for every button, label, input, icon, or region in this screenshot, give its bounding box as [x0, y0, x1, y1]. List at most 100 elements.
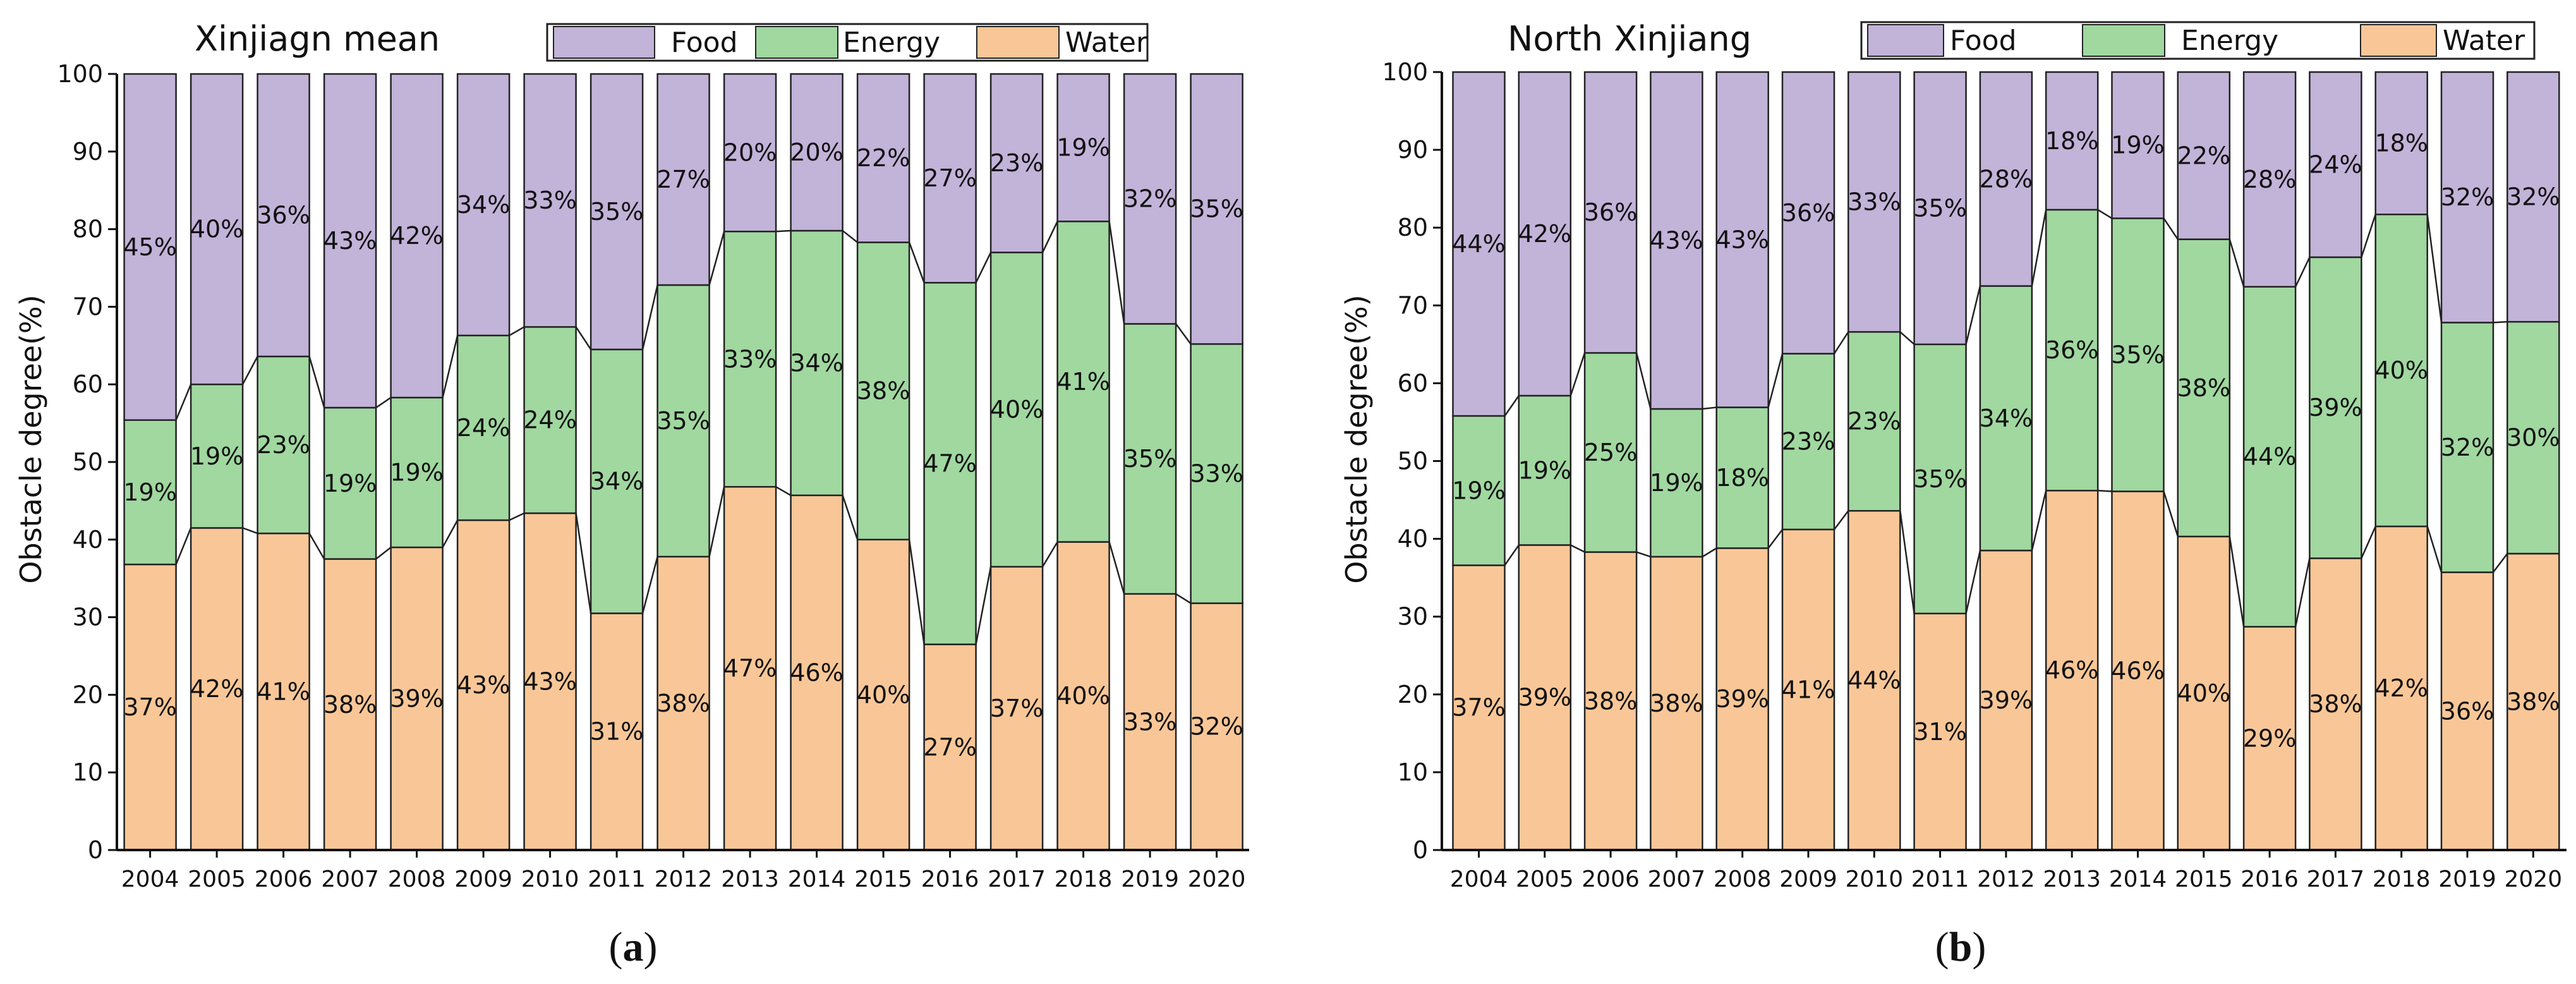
- label-food-2019: 32%: [2441, 183, 2494, 211]
- bar-energy-2013: [723, 231, 777, 488]
- bar-food-2006: [1583, 71, 1638, 354]
- bar-food-2008: [390, 73, 444, 399]
- label-energy-2019: 32%: [2441, 434, 2494, 461]
- x-tick-label-2011: 2011: [588, 866, 646, 892]
- connector-water-2009: [1834, 510, 1849, 530]
- bars-group: [123, 73, 1243, 851]
- label-energy-2006: 23%: [257, 431, 310, 459]
- connector-energy-2006: [1635, 353, 1652, 410]
- connector-water-2017: [2361, 526, 2376, 559]
- axes: [108, 73, 1249, 858]
- label-food-2009: 34%: [457, 191, 510, 219]
- legend-label-water: Water: [1065, 27, 1148, 59]
- bar-food-2020: [2506, 71, 2560, 323]
- bar-energy-2011: [590, 348, 644, 614]
- chart-panel-b: 37% 19% 44% 39% 19% 42% 38% 25% 36% 38% 19% 43% 39% 1…: [1339, 19, 2567, 970]
- label-energy-2013: 36%: [2045, 336, 2098, 364]
- label-water-2015: 40%: [2177, 679, 2230, 707]
- legend: Food Energy Water: [1860, 21, 2536, 60]
- bar-food-2017: [989, 73, 1044, 253]
- bar-food-2019: [1123, 73, 1177, 325]
- label-water-2013: 46%: [2045, 657, 2098, 684]
- connector-energy-2006: [308, 356, 325, 408]
- label-water-2018: 42%: [2374, 674, 2428, 702]
- y-tick-label-0: 0: [1413, 836, 1428, 864]
- label-water-2009: 43%: [457, 671, 510, 699]
- label-food-2014: 19%: [2111, 131, 2164, 159]
- label-water-2010: 43%: [523, 668, 576, 696]
- label-energy-2016: 44%: [2243, 443, 2296, 471]
- label-energy-2004: 19%: [1452, 477, 1505, 504]
- bar-food-2020: [1190, 73, 1243, 345]
- bar-food-2019: [2440, 71, 2494, 324]
- label-water-2015: 40%: [857, 681, 910, 708]
- label-energy-2010: 23%: [1847, 408, 1901, 435]
- label-food-2011: 35%: [1913, 194, 1966, 222]
- connector-energy-2009: [1833, 331, 1849, 355]
- connector-energy-2014: [842, 230, 858, 243]
- bar-food-2017: [2309, 71, 2362, 258]
- y-tick-labels: 0 10 20 30 40 50 60 70 80 90 100: [57, 60, 103, 864]
- y-tick-label-100: 100: [57, 60, 103, 88]
- connector-water-2012: [2031, 490, 2047, 551]
- legend-label-energy: Energy: [843, 27, 940, 59]
- legend: Food Energy Water: [546, 23, 1149, 62]
- label-water-2014: 46%: [2111, 657, 2164, 684]
- bars-group: [1452, 71, 2560, 851]
- bar-energy-2010: [1847, 331, 1901, 512]
- label-water-2009: 41%: [1782, 676, 1835, 703]
- segment-labels: 37% 19% 45% 42% 19% 40% 41% 23% 36% 38% 19% 43% 39% 1…: [123, 134, 1243, 762]
- connector-energy-2015: [2228, 239, 2245, 288]
- label-food-2005: 40%: [190, 216, 243, 243]
- connector-water-2011: [641, 556, 658, 614]
- label-food-2007: 43%: [1650, 227, 1703, 255]
- bar-energy-2019: [2440, 322, 2494, 573]
- connector-water-2006: [1636, 551, 1651, 558]
- bar-energy-2008: [1715, 406, 1769, 549]
- bar-energy-2020: [2506, 320, 2560, 555]
- label-food-2012: 28%: [1980, 165, 2033, 193]
- connector-energy-2007: [375, 397, 392, 409]
- label-food-2010: 33%: [523, 186, 576, 214]
- label-energy-2018: 40%: [2374, 356, 2428, 384]
- legend-label-water: Water: [2443, 25, 2525, 57]
- x-tick-label-2017: 2017: [2307, 866, 2365, 892]
- connector-energy-2017: [2361, 214, 2376, 258]
- bar-energy-2004: [123, 419, 177, 566]
- bar-energy-2017: [2309, 256, 2362, 559]
- bar-water-2018: [2374, 525, 2428, 851]
- connector-energy-2005: [241, 356, 258, 385]
- legend-swatch-food: [1867, 24, 1944, 57]
- label-energy-2014: 35%: [2111, 341, 2164, 368]
- bar-food-2009: [456, 73, 511, 337]
- bar-food-2014: [790, 73, 844, 232]
- label-water-2005: 39%: [1518, 684, 1571, 712]
- bar-energy-2006: [1583, 352, 1638, 553]
- bar-food-2016: [923, 73, 977, 284]
- label-water-2005: 42%: [190, 675, 243, 703]
- bar-food-2012: [656, 73, 710, 286]
- axes: [1433, 71, 2567, 858]
- x-tick-label-2013: 2013: [2043, 866, 2101, 892]
- label-water-2020: 32%: [1190, 713, 1243, 741]
- y-tick-label-0: 0: [88, 836, 103, 864]
- label-energy-2018: 41%: [1056, 368, 1110, 396]
- x-tick-label-2008: 2008: [1714, 866, 1772, 892]
- connector-energy-2004: [1504, 395, 1520, 416]
- x-tick-label-2004: 2004: [121, 866, 179, 892]
- label-food-2018: 18%: [2374, 130, 2428, 157]
- x-tick-label-2009: 2009: [454, 866, 512, 892]
- bar-water-2014: [2111, 490, 2165, 851]
- bar-water-2005: [190, 527, 244, 851]
- connector-energy-2014: [2163, 217, 2179, 240]
- label-food-2015: 22%: [857, 144, 910, 172]
- bar-energy-2007: [323, 406, 377, 560]
- label-energy-2004: 19%: [123, 478, 176, 506]
- bar-energy-2007: [1650, 408, 1703, 558]
- x-tick-label-2010: 2010: [521, 866, 579, 892]
- label-energy-2006: 25%: [1584, 439, 1637, 466]
- x-tick-label-2007: 2007: [321, 866, 379, 892]
- bar-energy-2004: [1452, 415, 1506, 566]
- legend-swatch-energy: [2082, 24, 2165, 57]
- label-energy-2007: 19%: [1650, 469, 1703, 497]
